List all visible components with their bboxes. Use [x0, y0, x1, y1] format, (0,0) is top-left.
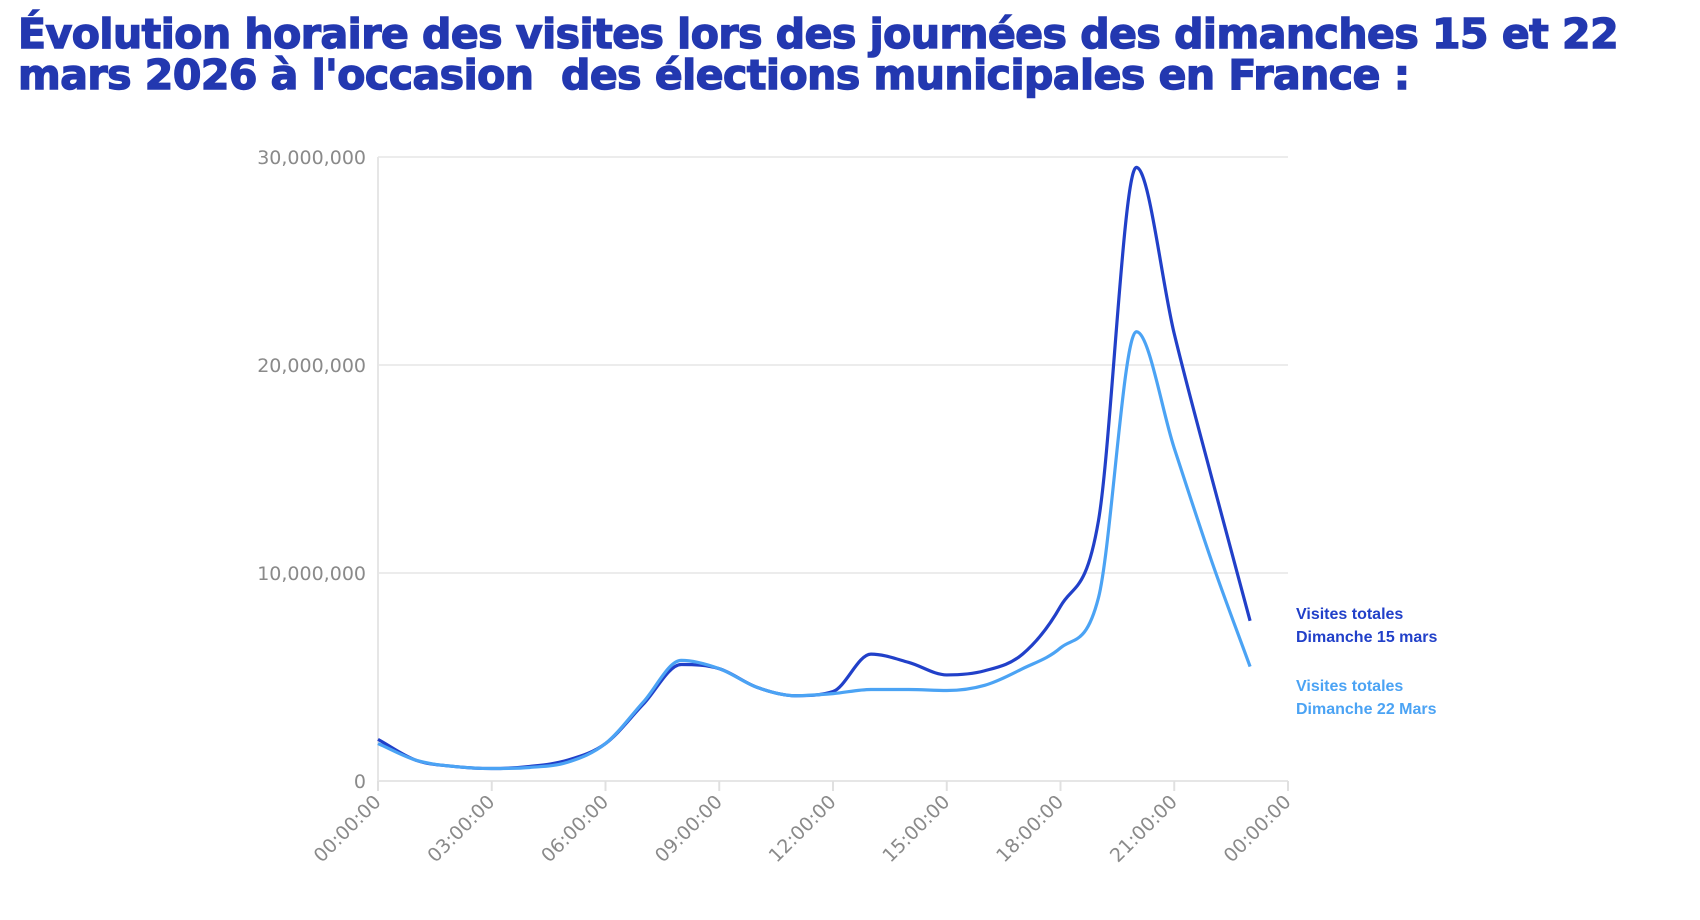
y-tick-label: 20,000,000 — [257, 355, 366, 377]
series-lines — [377, 165, 1252, 771]
series-label-15-line-1: Visites totales — [1296, 606, 1404, 623]
x-tick-label: 18:00:00 — [992, 791, 1068, 867]
x-tick-label: 00:00:00 — [1220, 791, 1296, 867]
chart-title: Évolution horaire des visites lors des j… — [17, 10, 1619, 99]
title-line-2: mars 2026 à l'occasion des élections mun… — [17, 51, 1410, 99]
gridlines — [378, 156, 1288, 574]
title-line-1: Évolution horaire des visites lors des j… — [17, 10, 1619, 58]
series-label-22-line-2: Dimanche 22 Mars — [1296, 701, 1437, 718]
x-tick-label: 00:00:00 — [310, 791, 386, 867]
series-label-15-line-2: Dimanche 15 mars — [1296, 629, 1438, 646]
x-tick-label: 09:00:00 — [651, 791, 727, 867]
series-label-22-line-1: Visites totales — [1296, 678, 1404, 695]
series-label-15-mars: Visites totales Dimanche 15 mars — [1296, 603, 1437, 649]
x-tick-label: 03:00:00 — [423, 791, 499, 867]
x-tick-label: 15:00:00 — [878, 791, 954, 867]
y-tick-label: 0 — [354, 771, 366, 793]
x-tick-label: 12:00:00 — [765, 791, 841, 867]
series-label-22-mars: Visites totales Dimanche 22 Mars — [1296, 675, 1437, 721]
x-tick-label: 21:00:00 — [1106, 791, 1182, 867]
x-tick-label: 06:00:00 — [537, 791, 613, 867]
series-line-22-mars — [377, 330, 1252, 771]
y-tick-label: 30,000,000 — [257, 147, 366, 169]
y-tick-label: 10,000,000 — [257, 563, 366, 585]
series-line-15-mars — [377, 165, 1252, 771]
